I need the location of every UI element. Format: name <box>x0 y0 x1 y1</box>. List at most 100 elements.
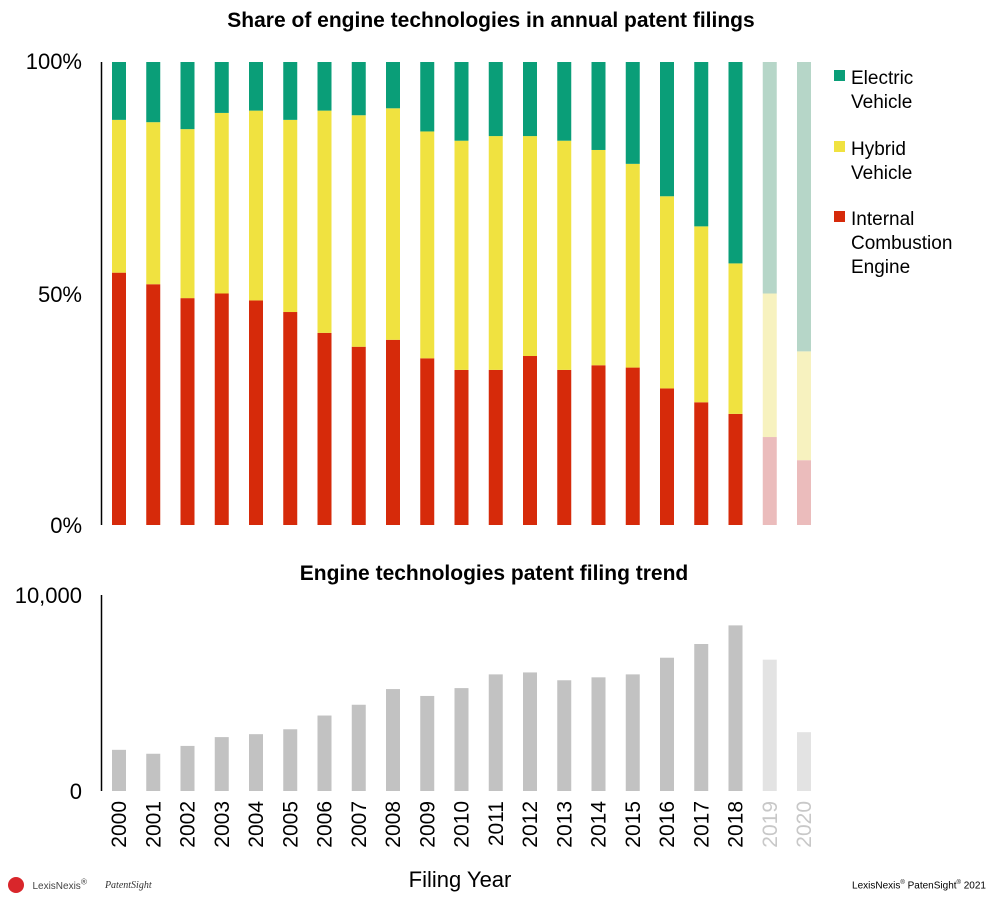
bottom-bar-2015 <box>625 674 640 791</box>
x-tick-2020: 2020 <box>793 801 816 848</box>
bottom-bar-2009 <box>420 695 435 791</box>
x-axis-label: Filing Year <box>409 867 512 892</box>
top-bar-2008-series-2 <box>386 62 400 109</box>
x-tick-2005: 2005 <box>279 801 302 848</box>
top-bar-2015-series-1 <box>625 163 640 368</box>
bottom-bar-2003 <box>214 737 229 791</box>
top-bar-2007-series-2 <box>351 62 366 116</box>
top-bar-2000-series-2 <box>112 62 126 120</box>
x-tick-2000: 2000 <box>108 801 131 848</box>
top-bar-2018-series-2 <box>728 62 743 264</box>
top-bar-2002-series-2 <box>180 62 195 130</box>
top-bar-2005-series-0 <box>283 312 298 525</box>
top-bar-2014-series-2 <box>591 62 606 150</box>
bottom-chart-title: Engine technologies patent filing trend <box>300 562 689 585</box>
top-bar-2017-series-2 <box>694 62 709 227</box>
legend-label-1-line-0: Hybrid <box>851 139 906 160</box>
top-bar-2020-series-1 <box>797 351 811 461</box>
x-tick-2007: 2007 <box>348 801 371 848</box>
bottom-bar-2000 <box>112 749 126 791</box>
top-bar-2012-series-1 <box>523 136 537 357</box>
x-tick-2012: 2012 <box>519 801 542 848</box>
top-bar-2007-series-0 <box>351 346 366 525</box>
x-tick-2019: 2019 <box>759 801 782 848</box>
x-tick-2015: 2015 <box>622 801 645 848</box>
top-bar-2013-series-2 <box>557 62 572 141</box>
bottom-bar-2006 <box>317 715 332 791</box>
top-y-tick-100: 100% <box>26 49 82 74</box>
bottom-bar-2017 <box>694 644 709 791</box>
top-bar-2009-series-0 <box>420 358 435 525</box>
x-tick-2002: 2002 <box>177 801 200 848</box>
bottom-bar-2007 <box>351 704 366 791</box>
patentsight-logo: PatentSight <box>104 879 152 891</box>
x-tick-2016: 2016 <box>656 801 679 848</box>
bottom-y-tick-0: 0 <box>70 779 82 804</box>
top-bar-2003-series-1 <box>214 112 229 294</box>
top-bar-2018-series-1 <box>728 263 743 414</box>
top-y-tick-50: 50% <box>38 282 82 307</box>
top-bar-2014-series-0 <box>591 365 606 525</box>
bottom-chart-bars <box>112 625 811 791</box>
top-bar-2013-series-1 <box>557 140 572 370</box>
top-bar-2019-series-1 <box>762 293 777 438</box>
top-bar-2001-series-2 <box>146 62 161 123</box>
bottom-bar-2002 <box>180 745 195 791</box>
top-bar-2009-series-2 <box>420 62 435 132</box>
top-bar-2010-series-2 <box>454 62 469 141</box>
top-chart-legend: Electric Vehicle Hybrid Vehicle Internal Comb… <box>834 68 952 278</box>
bottom-bar-2016 <box>660 657 674 791</box>
x-tick-2011: 2011 <box>485 801 508 846</box>
x-tick-2009: 2009 <box>416 801 439 848</box>
bottom-bar-2004 <box>249 734 263 791</box>
top-bar-2012-series-2 <box>523 62 537 137</box>
top-bar-2019-series-0 <box>762 437 777 525</box>
x-tick-2001: 2001 <box>142 801 165 848</box>
top-chart-title: Share of engine technologies in annual p… <box>227 9 754 32</box>
top-bar-2007-series-1 <box>351 115 366 347</box>
x-tick-2008: 2008 <box>382 801 405 848</box>
legend-swatch-2 <box>834 70 845 81</box>
legend-swatch-1 <box>834 141 845 152</box>
bottom-bar-2018 <box>728 625 743 791</box>
legend-swatch-0 <box>834 211 845 222</box>
top-bar-2010-series-0 <box>454 369 469 525</box>
top-bar-2001-series-1 <box>146 122 161 285</box>
x-tick-2018: 2018 <box>725 801 748 848</box>
top-bar-2011-series-2 <box>488 62 503 137</box>
top-bar-2000-series-1 <box>112 119 126 273</box>
top-bar-2014-series-1 <box>591 149 606 366</box>
top-bar-2002-series-0 <box>180 298 195 525</box>
top-bar-2010-series-1 <box>454 140 469 370</box>
lexisnexis-logo: LexisNexis® <box>8 876 87 894</box>
top-bar-2015-series-2 <box>625 62 640 164</box>
top-bar-2008-series-0 <box>386 339 400 525</box>
footer-logos: LexisNexis® PatentSight <box>8 876 152 894</box>
top-bar-2011-series-0 <box>488 369 503 525</box>
top-chart-bars <box>112 62 811 525</box>
bottom-bar-2014 <box>591 677 606 791</box>
top-bar-2006-series-1 <box>317 110 332 333</box>
bottom-bar-2010 <box>454 688 469 791</box>
top-bar-2017-series-0 <box>694 402 709 525</box>
top-bar-2011-series-1 <box>488 136 503 370</box>
top-bar-2019-series-2 <box>762 62 777 294</box>
bottom-bar-2001 <box>146 753 161 791</box>
top-bar-2006-series-2 <box>317 62 332 111</box>
top-bar-2017-series-1 <box>694 226 709 403</box>
top-bar-2008-series-1 <box>386 108 400 340</box>
top-bar-2015-series-0 <box>625 367 640 525</box>
x-tick-2006: 2006 <box>314 801 337 848</box>
top-bar-2006-series-0 <box>317 332 332 525</box>
bottom-y-tick-10000: 10,000 <box>15 583 82 608</box>
x-tick-2003: 2003 <box>211 801 234 848</box>
top-bar-2016-series-0 <box>660 388 674 525</box>
top-bar-2020-series-2 <box>797 62 811 352</box>
top-y-tick-0: 0% <box>50 513 82 538</box>
top-bar-2001-series-0 <box>146 284 161 525</box>
bottom-bar-2019 <box>762 659 777 791</box>
x-tick-2017: 2017 <box>690 801 713 848</box>
top-bar-2020-series-0 <box>797 460 811 525</box>
legend-label-0-line-1: Combustion <box>851 233 952 254</box>
